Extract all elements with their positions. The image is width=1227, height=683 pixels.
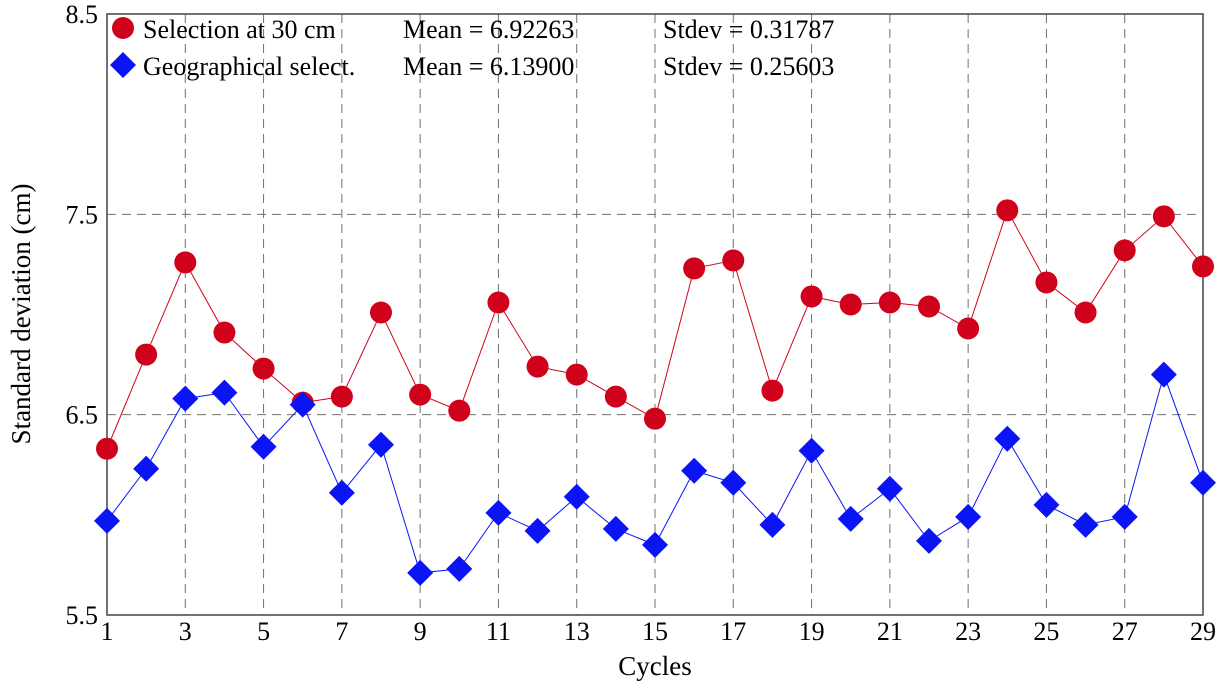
data-point-circle: [174, 251, 197, 274]
data-point-circle: [370, 301, 392, 324]
x-tick-label: 15: [642, 617, 668, 646]
data-point-diamond: [1190, 469, 1216, 496]
data-point-circle: [526, 355, 549, 378]
data-point-diamond: [798, 437, 825, 464]
data-point-diamond: [955, 503, 982, 530]
data-point-diamond: [368, 431, 394, 458]
x-tick-label: 1: [101, 617, 114, 646]
data-point-diamond: [994, 425, 1021, 452]
x-tick-label: 23: [955, 617, 981, 646]
x-tick-label: 11: [486, 617, 511, 646]
data-point-circle: [1192, 255, 1214, 278]
data-point-circle: [565, 363, 588, 386]
y-tick-label: 7.5: [66, 200, 99, 229]
tick-layer: 1 3 5 7 9 11 13 15 17 19 21 23 25 27 295.56.57.58.5: [66, 0, 1217, 646]
data-point-diamond: [1072, 511, 1099, 538]
x-tick-label: 5: [257, 617, 270, 646]
data-point-diamond: [328, 479, 355, 506]
data-point-diamond: [250, 433, 277, 460]
x-tick-label: 7: [335, 617, 348, 646]
series-1: [94, 361, 1216, 586]
x-tick-label: 17: [720, 617, 746, 646]
x-tick-label: 3: [179, 617, 192, 646]
series-layer: [94, 199, 1216, 586]
legend-entry-1: Geographical select. Mean = 6.13900 Stde…: [110, 52, 834, 81]
plot-frame: [106, 13, 1204, 616]
x-tick-label: 27: [1112, 617, 1138, 646]
legend-mean-1: Mean = 6.13900: [403, 52, 574, 81]
data-point-diamond: [133, 455, 160, 482]
y-tick-label: 6.5: [66, 401, 99, 430]
x-tick-label: 25: [1033, 617, 1059, 646]
data-point-circle: [839, 293, 862, 316]
grid-layer: [107, 14, 1203, 615]
data-point-circle: [1035, 271, 1058, 294]
data-point-circle: [487, 291, 510, 314]
legend-stdev-0: Stdev = 0.31787: [663, 15, 834, 44]
data-point-circle: [1113, 239, 1136, 262]
data-point-circle: [722, 249, 745, 272]
data-point-circle: [96, 437, 118, 460]
x-axis-label: Cycles: [618, 651, 692, 681]
data-point-circle: [683, 257, 706, 280]
data-point-diamond: [1033, 491, 1060, 518]
data-point-circle: [878, 291, 901, 314]
legend-marker-circle: [112, 17, 134, 39]
data-point-circle: [1152, 205, 1175, 228]
y-axis-label: Standard deviation (cm): [6, 184, 36, 445]
legend-entry-0: Selection at 30 cm Mean = 6.92263 Stdev …: [112, 15, 834, 44]
data-point-diamond: [289, 391, 316, 418]
x-tick-label: 9: [414, 617, 427, 646]
data-point-diamond: [720, 469, 747, 496]
data-point-circle: [330, 385, 353, 408]
legend: Selection at 30 cm Mean = 6.92263 Stdev …: [110, 15, 834, 81]
data-point-diamond: [524, 517, 551, 544]
data-point-diamond: [446, 555, 473, 582]
data-point-diamond: [211, 379, 238, 406]
data-point-circle: [996, 199, 1019, 222]
data-point-diamond: [876, 475, 903, 502]
legend-marker-diamond: [110, 52, 136, 78]
data-point-circle: [213, 321, 236, 344]
data-point-diamond: [602, 515, 629, 542]
data-point-circle: [448, 399, 471, 422]
data-point-diamond: [916, 527, 942, 554]
data-point-diamond: [837, 505, 864, 532]
data-point-circle: [644, 407, 666, 430]
x-tick-label: 29: [1190, 617, 1216, 646]
legend-stdev-1: Stdev = 0.25603: [663, 52, 834, 81]
data-point-circle: [1074, 301, 1097, 324]
x-tick-label: 21: [877, 617, 903, 646]
data-point-diamond: [642, 531, 668, 558]
data-point-diamond: [172, 385, 199, 412]
legend-mean-0: Mean = 6.92263: [403, 15, 574, 44]
data-point-diamond: [94, 507, 120, 534]
series-0: [96, 199, 1214, 460]
data-point-diamond: [485, 499, 512, 526]
data-point-diamond: [681, 457, 708, 484]
data-point-diamond: [1111, 503, 1138, 530]
data-point-circle: [604, 385, 627, 408]
x-tick-label: 19: [799, 617, 825, 646]
y-tick-label: 5.5: [66, 601, 99, 630]
legend-label-0: Selection at 30 cm: [143, 15, 336, 44]
data-point-diamond: [759, 511, 786, 538]
data-point-circle: [135, 343, 158, 366]
data-point-circle: [918, 295, 940, 318]
legend-label-1: Geographical select.: [143, 52, 355, 81]
data-point-diamond: [1150, 361, 1177, 388]
data-point-circle: [957, 317, 980, 340]
data-point-diamond: [563, 483, 590, 510]
data-point-circle: [800, 285, 823, 308]
data-point-diamond: [407, 559, 434, 586]
data-point-circle: [252, 357, 275, 380]
data-point-circle: [761, 379, 784, 402]
y-tick-label: 8.5: [66, 0, 99, 29]
x-tick-label: 13: [564, 617, 590, 646]
data-point-circle: [409, 383, 432, 406]
